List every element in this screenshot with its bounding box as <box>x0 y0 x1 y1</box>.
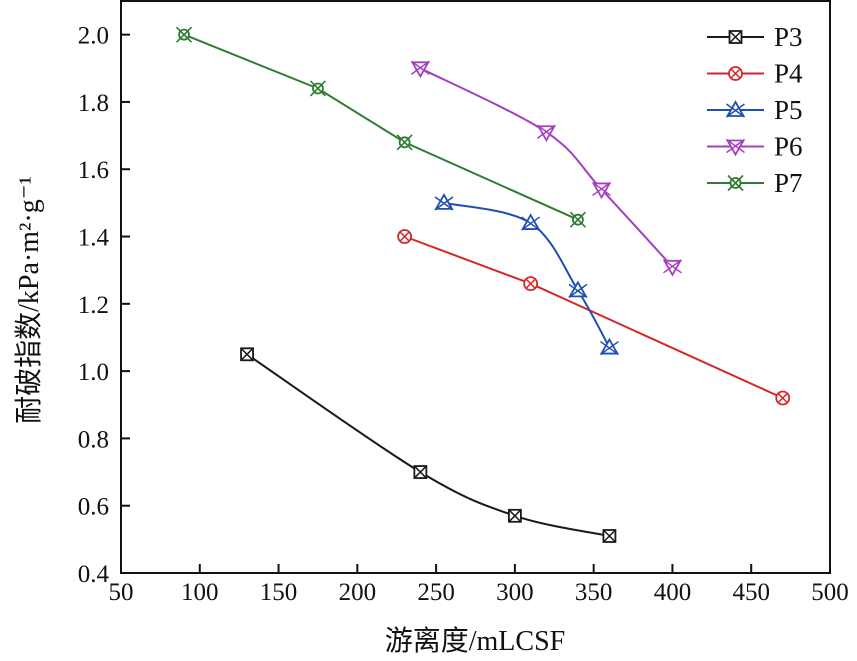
data-point <box>410 60 430 79</box>
data-point <box>434 193 454 211</box>
data-point <box>521 213 541 231</box>
x-tick-label: 450 <box>732 579 770 606</box>
data-point <box>175 26 193 43</box>
series-p7 <box>175 26 586 228</box>
series-p6 <box>410 60 682 277</box>
series-p3 <box>240 347 617 543</box>
legend-label: P6 <box>774 132 803 162</box>
x-tick-label: 500 <box>811 579 849 606</box>
legend-marker <box>728 30 743 44</box>
x-tick-label: 50 <box>109 579 134 606</box>
x-tick-label: 400 <box>654 579 692 606</box>
legend-marker <box>727 174 744 192</box>
x-tick-label: 300 <box>496 579 534 606</box>
legend-label: P4 <box>774 59 803 89</box>
series-line-p7 <box>183 33 579 221</box>
x-tick-label: 150 <box>260 579 298 606</box>
series-line-p3 <box>246 353 610 537</box>
y-tick-label: 1.0 <box>78 359 109 386</box>
y-tick-label: 0.8 <box>78 426 109 453</box>
ticks-layer: 50 100 150 200 250 300 350 400 450 500 0.4 0.6 0.8 1.… <box>78 23 849 606</box>
data-point <box>591 181 612 200</box>
x-axis-title: 游离度/mLCSF <box>385 625 565 657</box>
y-axis-title: 耐破指数/kPa·m²·g⁻¹ <box>13 176 45 424</box>
legend-marker <box>725 138 746 157</box>
legend-item-p3: P3 <box>707 22 803 52</box>
data-point <box>662 259 682 277</box>
series-p5 <box>434 193 619 356</box>
legend-item-p4: P4 <box>707 59 803 89</box>
legend-item-p5: P5 <box>707 95 803 125</box>
y-tick-label: 1.6 <box>78 157 109 184</box>
series-line-p5 <box>443 201 611 349</box>
data-point <box>240 347 254 362</box>
data-point <box>599 337 619 356</box>
series-p4 <box>397 229 791 406</box>
data-point <box>602 529 617 543</box>
y-tick-label: 1.8 <box>78 90 109 117</box>
legend-marker <box>728 66 743 81</box>
plot-frame <box>120 0 831 574</box>
data-point <box>536 124 556 143</box>
data-point <box>523 276 539 292</box>
data-point <box>396 134 413 151</box>
data-point <box>413 465 428 479</box>
x-tick-label: 250 <box>417 579 455 606</box>
y-tick-label: 0.4 <box>78 561 110 588</box>
legend: P3 P4 P5 P6 P7 <box>707 22 803 198</box>
series-line-p6 <box>419 67 674 268</box>
legend-label: P3 <box>774 22 803 52</box>
x-tick-label: 200 <box>339 579 377 606</box>
y-tick-label: 1.4 <box>78 225 110 252</box>
legend-label: P7 <box>774 168 803 198</box>
y-tick-label: 1.2 <box>78 292 109 319</box>
legend-item-p7: P7 <box>707 168 803 198</box>
data-point <box>775 390 791 406</box>
legend-marker <box>725 100 746 118</box>
x-tick-label: 350 <box>575 579 613 606</box>
data-point <box>507 508 522 523</box>
x-tick-label: 100 <box>181 579 219 606</box>
data-point <box>569 211 586 228</box>
legend-item-p6: P6 <box>707 132 803 162</box>
data-point <box>568 280 588 298</box>
series-layer <box>175 26 791 543</box>
data-point <box>309 80 327 97</box>
data-point <box>397 229 413 244</box>
y-tick-label: 0.6 <box>78 494 109 521</box>
legend-label: P5 <box>774 95 803 125</box>
y-tick-label: 2.0 <box>78 23 109 50</box>
